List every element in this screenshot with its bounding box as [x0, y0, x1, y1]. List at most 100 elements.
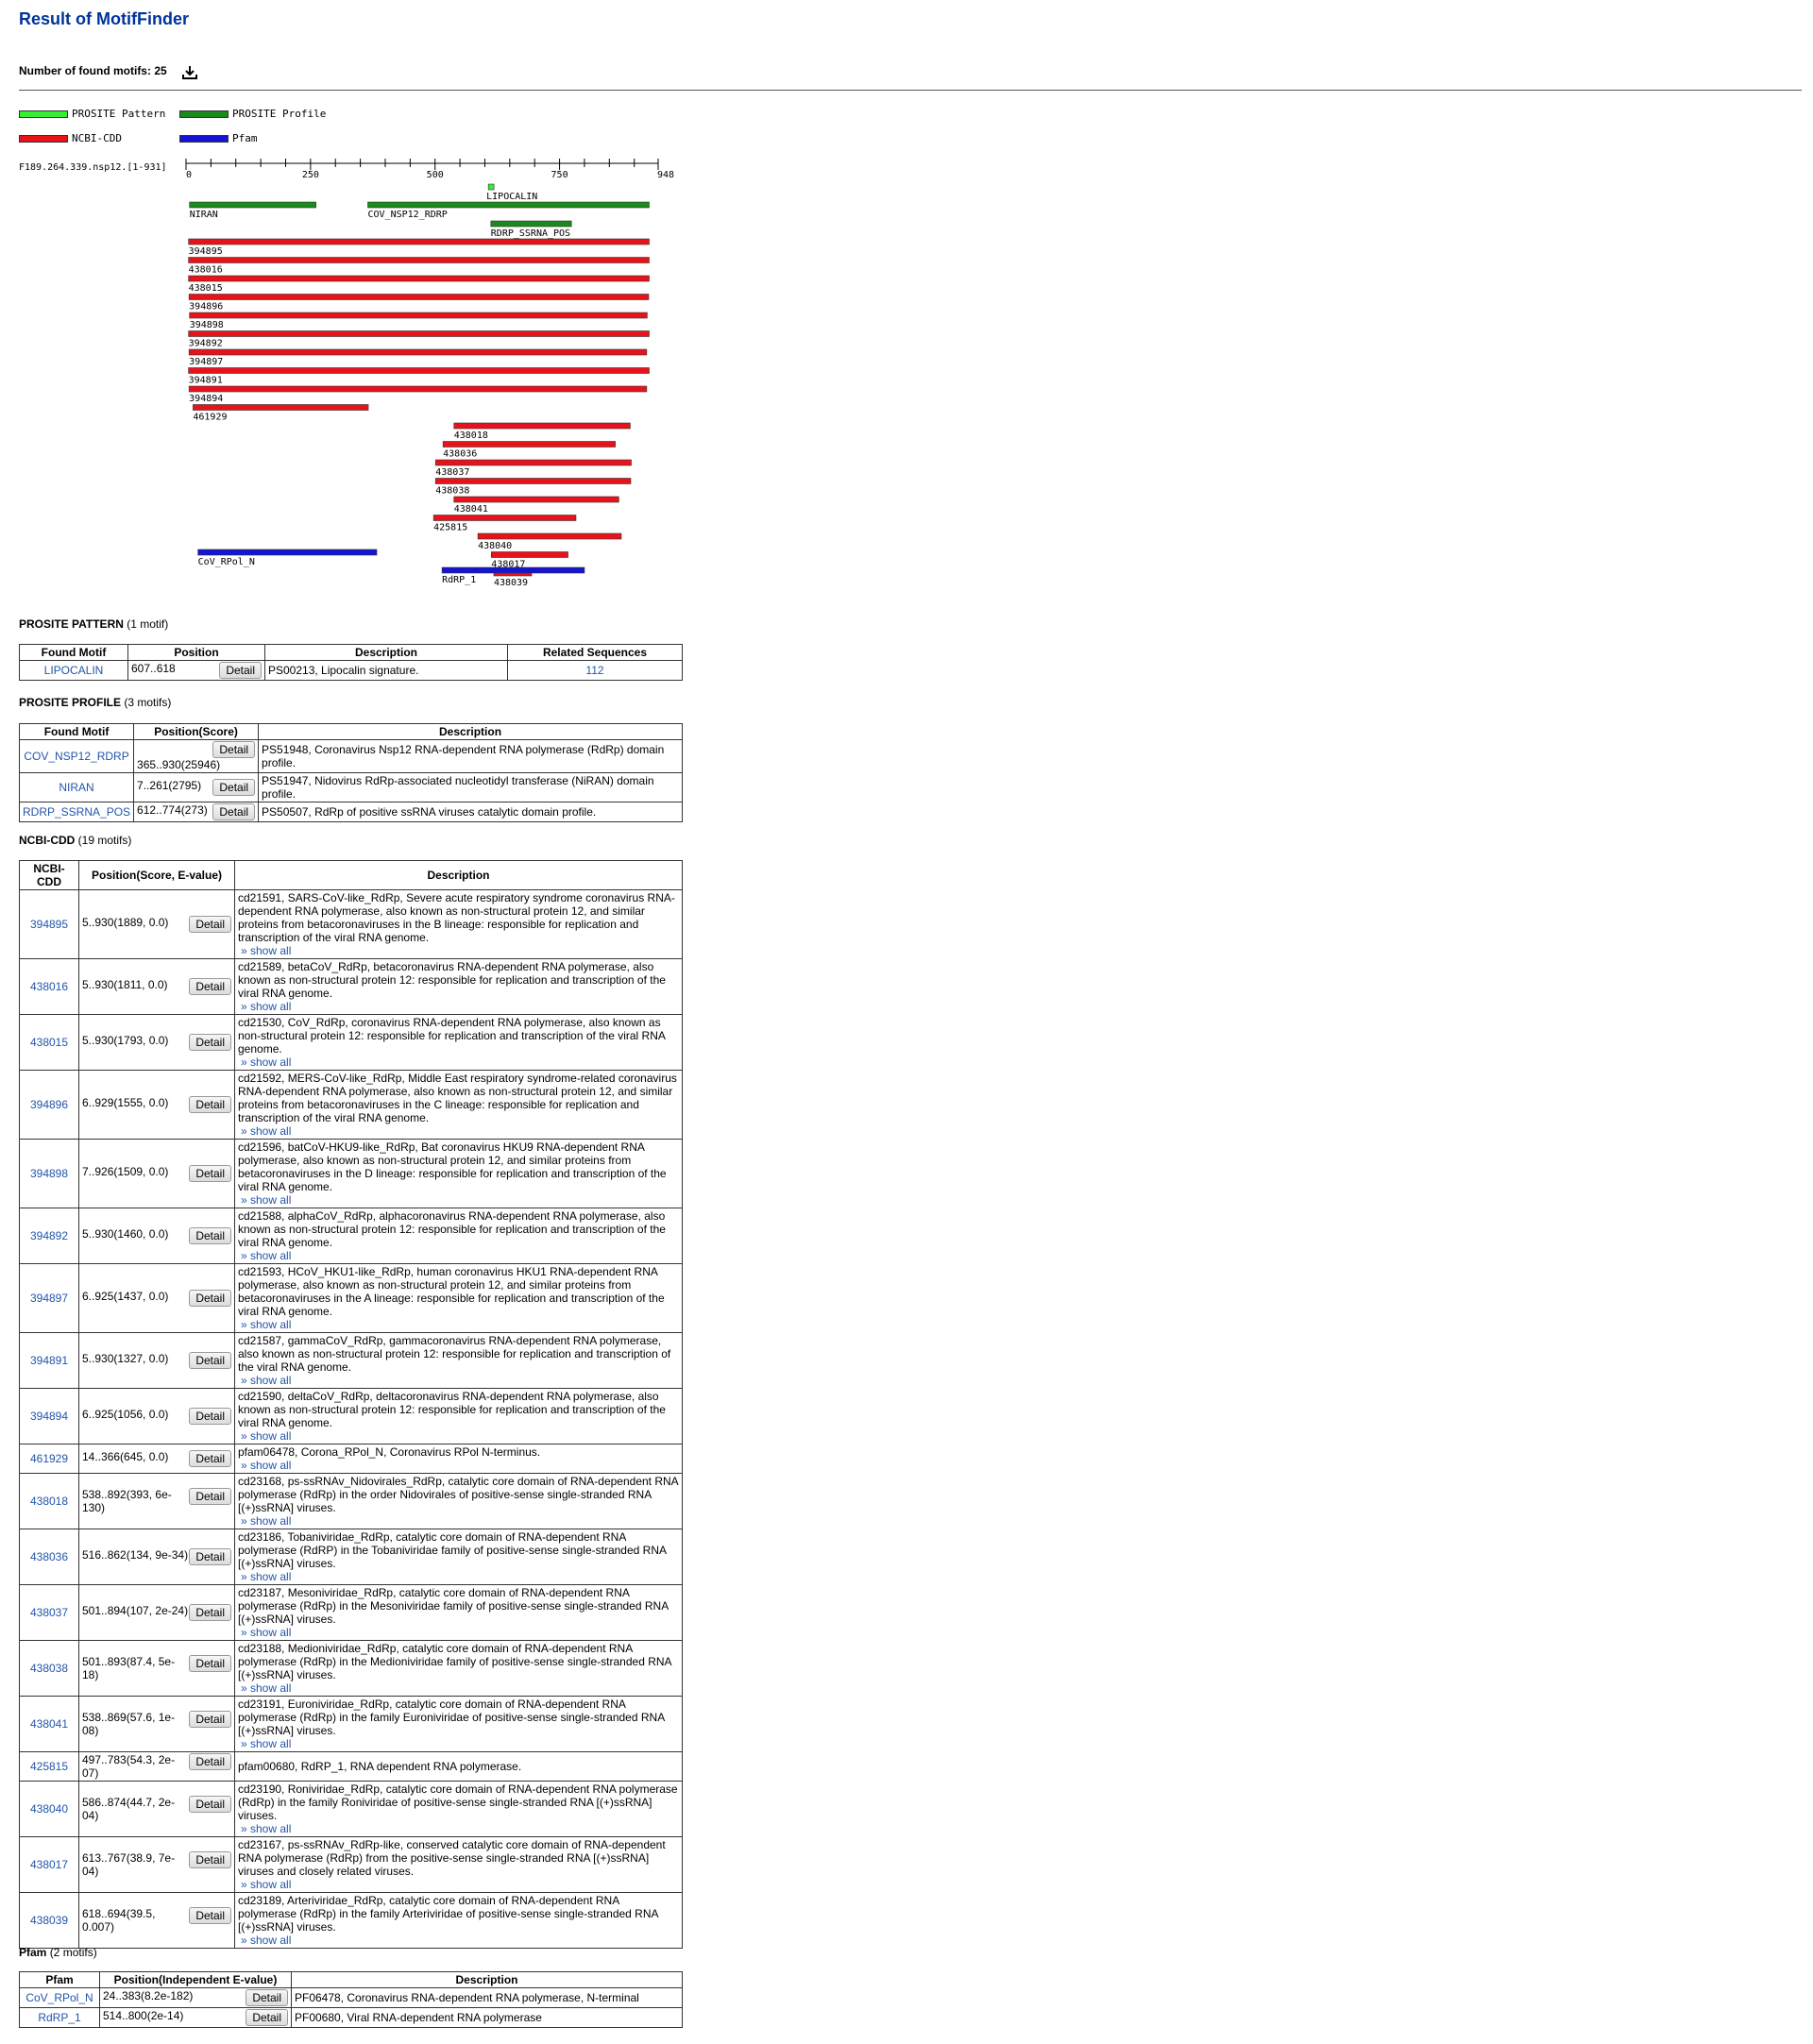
motif-bar[interactable] — [434, 478, 632, 484]
table-row: LIPOCALIN Detail 607..618 PS00213, Lipocali… — [19, 660, 683, 681]
detail-button[interactable]: Detail — [189, 1352, 231, 1369]
show-all-link[interactable]: » show all — [241, 1878, 292, 1891]
motif-link[interactable]: NIRAN — [59, 781, 94, 794]
motif-bar[interactable] — [197, 549, 378, 556]
cdd-id-link[interactable]: 438041 — [29, 1717, 69, 1731]
motif-bar[interactable] — [188, 238, 650, 245]
show-all-link[interactable]: » show all — [241, 1318, 292, 1331]
motif-bar[interactable] — [193, 404, 369, 411]
motif-bar[interactable] — [442, 441, 616, 448]
show-all-link[interactable]: » show all — [241, 1737, 292, 1750]
pfam-id-link[interactable]: RdRP_1 — [38, 2011, 81, 2024]
cdd-id-link[interactable]: 394894 — [29, 1410, 69, 1423]
cdd-id-link[interactable]: 438018 — [29, 1495, 69, 1508]
show-all-link[interactable]: » show all — [241, 944, 292, 957]
detail-button[interactable]: Detail — [189, 1796, 231, 1813]
cdd-id-link[interactable]: 438037 — [29, 1606, 69, 1619]
description-text: cd21589, betaCoV_RdRp, betacoronavirus R… — [238, 960, 666, 1000]
detail-button[interactable]: Detail — [189, 1655, 231, 1672]
cdd-id-link[interactable]: 461929 — [29, 1452, 69, 1465]
cdd-id-link[interactable]: 438036 — [29, 1550, 69, 1563]
detail-button[interactable]: Detail — [212, 779, 256, 796]
cdd-id-link[interactable]: 438039 — [29, 1914, 69, 1927]
detail-button[interactable]: Detail — [189, 1290, 231, 1307]
detail-button[interactable]: Detail — [219, 662, 262, 679]
show-all-link[interactable]: » show all — [241, 1056, 292, 1069]
show-all-link[interactable]: » show all — [241, 1429, 292, 1443]
position-value: 5..930(1811, 0.0) — [82, 978, 168, 991]
motif-link[interactable]: RDRP_SSRNA_POS — [23, 805, 131, 819]
detail-button[interactable]: Detail — [189, 1548, 231, 1565]
cdd-id-link[interactable]: 394898 — [29, 1167, 69, 1180]
detail-button[interactable]: Detail — [189, 1034, 231, 1051]
motif-link[interactable]: COV_NSP12_RDRP — [24, 750, 129, 763]
motif-bar[interactable] — [434, 459, 632, 466]
motif-bar[interactable] — [188, 330, 650, 337]
show-all-link[interactable]: » show all — [241, 1822, 292, 1835]
cdd-id-link[interactable]: 438015 — [29, 1036, 69, 1049]
detail-button[interactable]: Detail — [189, 1851, 231, 1868]
cdd-id-link[interactable]: 438017 — [29, 1858, 69, 1871]
cdd-id-link[interactable]: 394897 — [29, 1292, 69, 1305]
download-icon[interactable] — [181, 64, 198, 81]
detail-button[interactable]: Detail — [189, 916, 231, 933]
motif-bar[interactable] — [189, 201, 316, 209]
show-all-link[interactable]: » show all — [241, 1570, 292, 1583]
show-all-link[interactable]: » show all — [241, 1934, 292, 1947]
motif-bar[interactable] — [188, 275, 650, 282]
detail-button[interactable]: Detail — [212, 803, 256, 820]
motif-bar[interactable] — [188, 385, 648, 393]
motif-bar[interactable] — [490, 220, 572, 228]
description-cell: cd21589, betaCoV_RdRp, betacoronavirus R… — [234, 958, 683, 1015]
motif-bar[interactable] — [453, 496, 619, 503]
pfam-id-link[interactable]: CoV_RPol_N — [25, 1991, 93, 2004]
cdd-id-link[interactable]: 394896 — [29, 1098, 69, 1111]
cdd-id-link[interactable]: 394895 — [29, 918, 69, 931]
motif-bar[interactable] — [367, 201, 650, 209]
detail-button[interactable]: Detail — [189, 1907, 231, 1924]
show-all-link[interactable]: » show all — [241, 1249, 292, 1262]
detail-button[interactable]: Detail — [246, 2009, 288, 2026]
cdd-id-link[interactable]: 394892 — [29, 1229, 69, 1242]
show-all-link[interactable]: » show all — [241, 1374, 292, 1387]
motif-link[interactable]: LIPOCALIN — [43, 664, 104, 677]
related-sequences-link[interactable]: 112 — [585, 664, 604, 677]
detail-button[interactable]: Detail — [189, 978, 231, 995]
motif-bar[interactable] — [188, 367, 650, 374]
detail-button[interactable]: Detail — [189, 1450, 231, 1467]
motif-bar[interactable] — [188, 257, 650, 263]
detail-button[interactable]: Detail — [189, 1165, 231, 1182]
detail-button[interactable]: Detail — [246, 1989, 288, 2006]
table-row: 438038 Detail 501..893(87.4, 5e-18) cd23188… — [19, 1640, 683, 1697]
motif-bar[interactable] — [432, 515, 577, 521]
cdd-id-link[interactable]: 438038 — [29, 1662, 69, 1675]
show-all-link[interactable]: » show all — [241, 1000, 292, 1013]
show-all-link[interactable]: » show all — [241, 1681, 292, 1695]
show-all-link[interactable]: » show all — [241, 1193, 292, 1207]
detail-button[interactable]: Detail — [189, 1753, 231, 1770]
motif-bar[interactable] — [453, 422, 631, 430]
detail-button[interactable]: Detail — [189, 1488, 231, 1505]
detail-button[interactable]: Detail — [189, 1604, 231, 1621]
show-all-link[interactable]: » show all — [241, 1459, 292, 1472]
detail-button[interactable]: Detail — [189, 1227, 231, 1244]
motif-bar[interactable] — [441, 566, 585, 574]
cdd-id-link[interactable]: 394891 — [29, 1354, 69, 1367]
detail-button[interactable]: Detail — [189, 1096, 231, 1113]
motif-bar[interactable] — [188, 348, 648, 356]
detail-button[interactable]: Detail — [189, 1408, 231, 1425]
motif-bar[interactable] — [487, 183, 495, 191]
cdd-id-link[interactable]: 425815 — [29, 1760, 69, 1773]
detail-button[interactable]: Detail — [212, 741, 256, 758]
motif-bar[interactable] — [477, 532, 622, 540]
motif-bar[interactable] — [188, 294, 650, 300]
position-value: 365..930(25946) — [137, 758, 221, 771]
detail-button[interactable]: Detail — [189, 1711, 231, 1728]
motif-bar[interactable] — [491, 551, 568, 558]
show-all-link[interactable]: » show all — [241, 1626, 292, 1639]
cdd-id-link[interactable]: 438016 — [29, 980, 69, 993]
show-all-link[interactable]: » show all — [241, 1514, 292, 1528]
motif-bar[interactable] — [189, 312, 648, 319]
cdd-id-link[interactable]: 438040 — [29, 1802, 69, 1816]
show-all-link[interactable]: » show all — [241, 1124, 292, 1138]
